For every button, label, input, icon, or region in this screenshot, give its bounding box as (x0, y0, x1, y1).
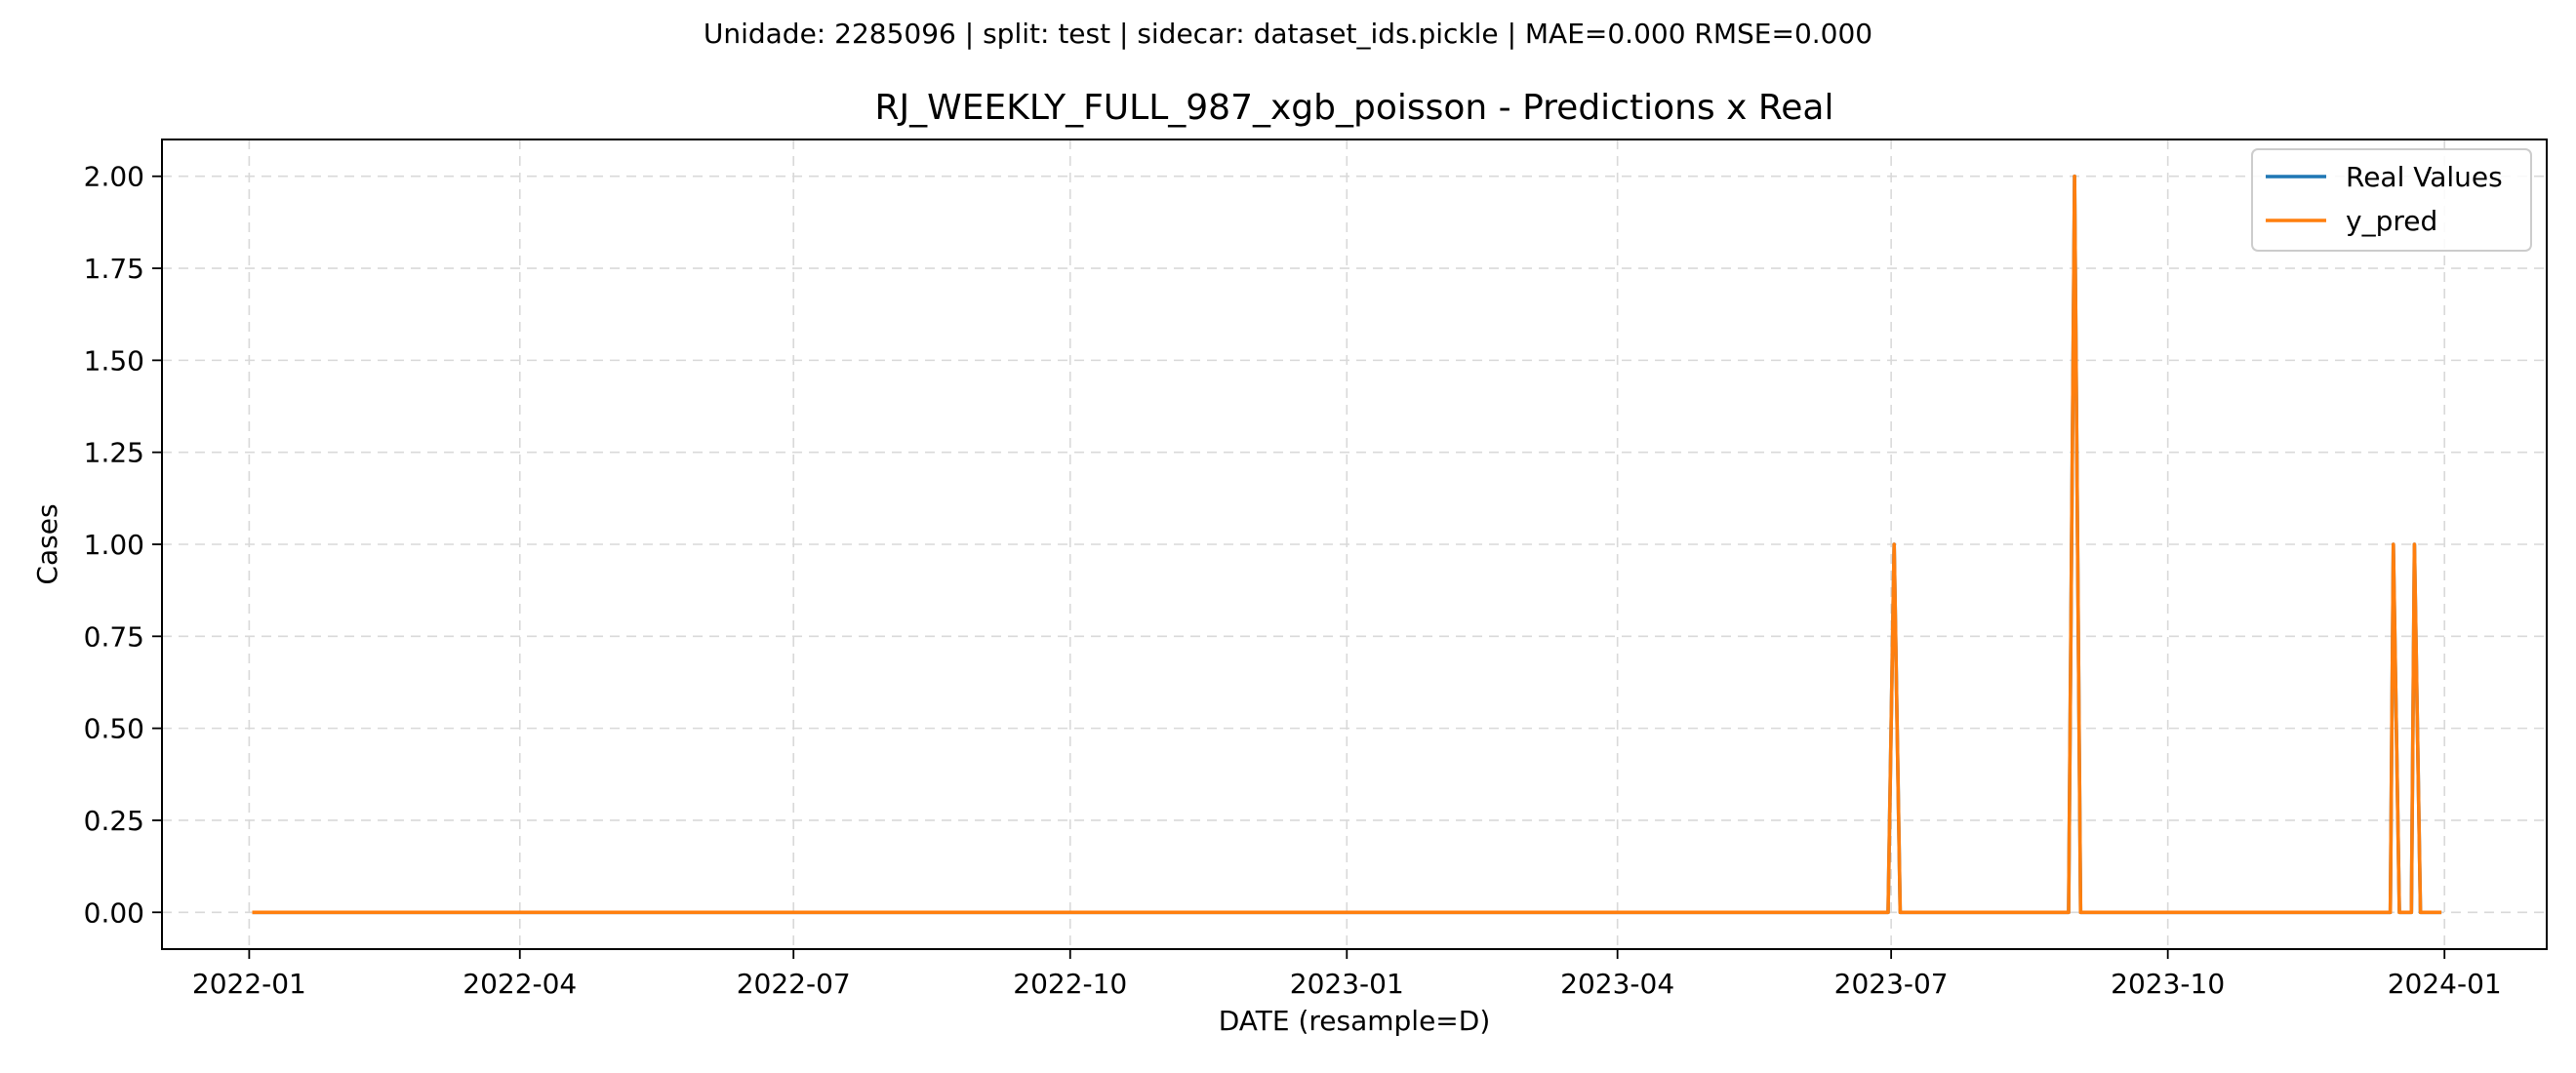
y-tick-label: 0.50 (84, 713, 144, 745)
x-tick-label: 2024-01 (2388, 968, 2502, 1000)
y-tick-label: 1.50 (84, 344, 144, 377)
x-axis-label: DATE (resample=D) (1219, 1005, 1491, 1037)
x-tick-label: 2022-01 (192, 968, 306, 1000)
series-line-y-pred (252, 174, 2442, 915)
legend: Real Values y_pred (2251, 148, 2532, 252)
x-tick-label: 2023-10 (2111, 968, 2225, 1000)
x-tick-label: 2023-01 (1290, 968, 1404, 1000)
x-tick-label: 2022-07 (737, 968, 851, 1000)
x-tick-label: 2023-07 (1834, 968, 1949, 1000)
y-axis-label: Cases (31, 503, 63, 584)
y-tick-label: 0.25 (84, 805, 144, 837)
legend-box (2251, 148, 2532, 252)
x-tick-label: 2023-04 (1560, 968, 1674, 1000)
y-tick-label: 0.75 (84, 620, 144, 653)
x-tick-label: 2022-04 (463, 968, 577, 1000)
x-tick-label: 2022-10 (1013, 968, 1127, 1000)
y-tick-label: 1.75 (84, 253, 144, 285)
legend-label-real-values: Real Values (2346, 161, 2503, 193)
chart-suptitle: Unidade: 2285096 | split: test | sidecar… (704, 18, 1872, 50)
y-tick-label: 1.00 (84, 529, 144, 561)
y-tick-label: 1.25 (84, 437, 144, 469)
y-axis-ticks: 0.00 0.25 0.50 0.75 1.00 1.25 1.50 1.75 2.00 (84, 161, 162, 929)
series-layer (252, 174, 2442, 915)
y-tick-label: 2.00 (84, 161, 144, 193)
y-tick-label: 0.00 (84, 896, 144, 929)
legend-label-y-pred: y_pred (2346, 205, 2437, 237)
x-axis-ticks: 2022-01 2022-04 2022-07 2022-10 2023-01 2023-… (192, 949, 2502, 1000)
chart-title: RJ_WEEKLY_FULL_987_xgb_poisson - Predict… (875, 88, 1834, 128)
grid-layer (162, 139, 2547, 949)
